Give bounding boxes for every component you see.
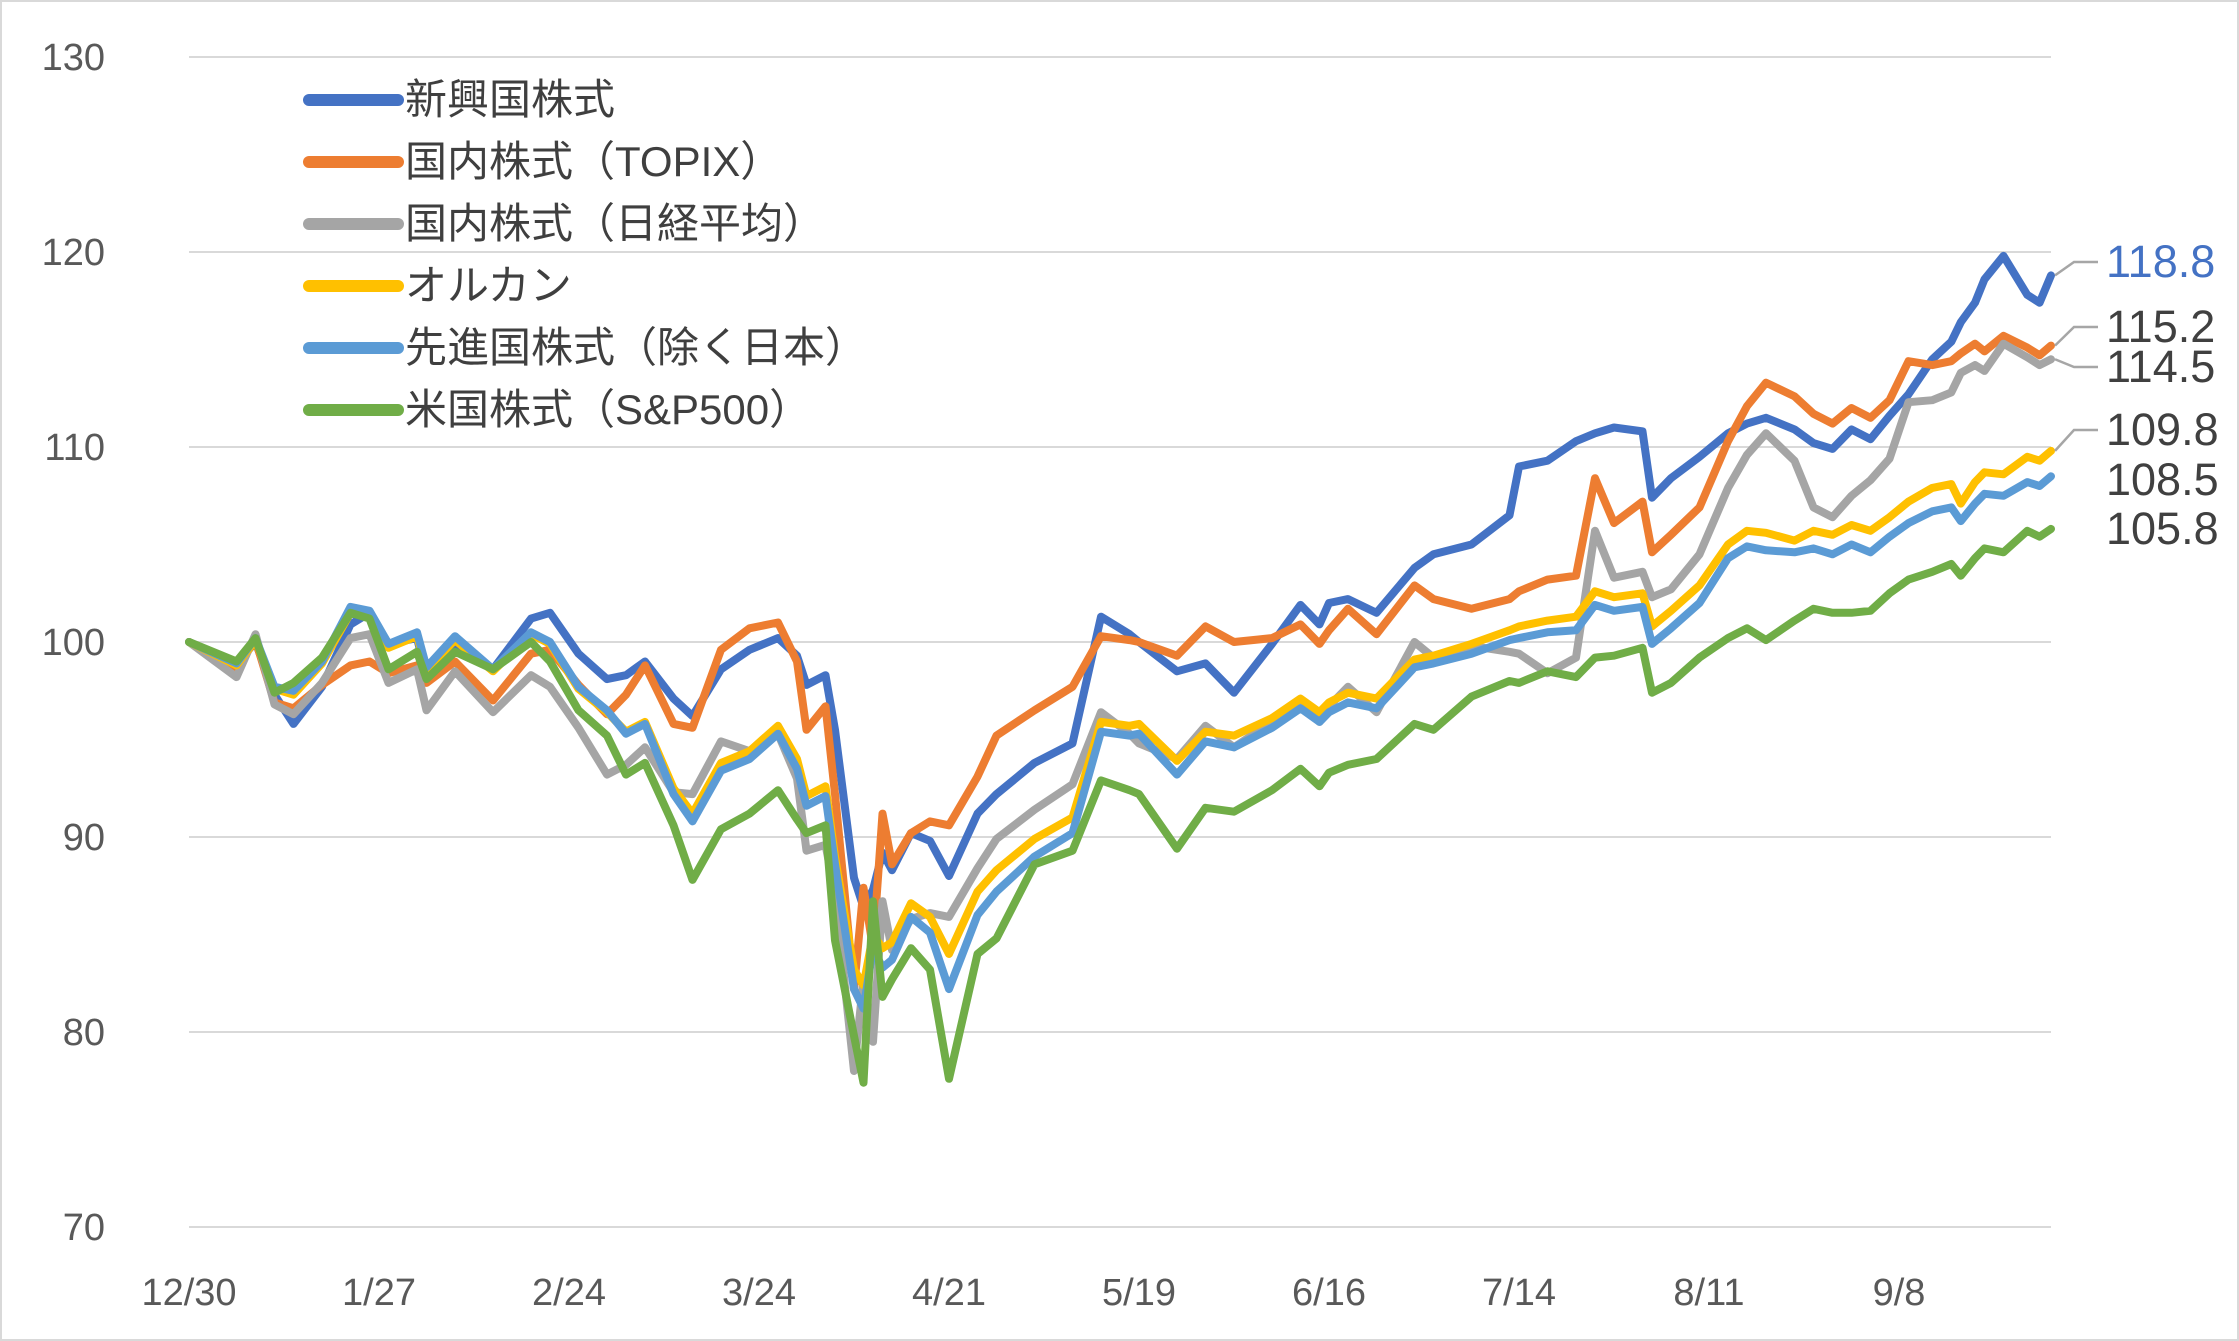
- end-value-label-nikkei: 114.5: [2106, 341, 2215, 392]
- series-line-sp500: [185, 524, 2055, 1087]
- series-line-nikkei: [185, 339, 2055, 1075]
- series-line-developed-ex-japan: [185, 472, 2055, 1013]
- x-axis-label: 7/14: [1482, 1272, 1556, 1314]
- x-axis-label: 4/21: [912, 1272, 986, 1314]
- end-label-leader-nikkei: [2054, 358, 2098, 369]
- y-axis-label: 120: [42, 232, 105, 274]
- y-axis-label: 90: [63, 817, 105, 859]
- y-axis-label: 100: [42, 622, 105, 664]
- x-axis-label: 3/24: [722, 1272, 796, 1314]
- x-axis-label: 1/27: [342, 1272, 416, 1314]
- series-line-all-country: [185, 446, 2055, 990]
- end-value-label-developed-ex-japan: 108.5: [2106, 454, 2219, 505]
- y-axis-label: 110: [44, 427, 105, 469]
- series-line-topix: [185, 331, 2055, 994]
- end-value-label-sp500: 105.8: [2106, 503, 2219, 554]
- legend-label-emerging-stocks: 新興国株式: [405, 76, 615, 123]
- end-value-label-topix: 115.2: [2106, 301, 2215, 352]
- x-axis-label: 2/24: [532, 1272, 606, 1314]
- x-axis-label: 12/30: [141, 1272, 236, 1314]
- end-label-leader-all-country: [2054, 428, 2098, 452]
- legend-label-sp500: 米国株式（S&P500）: [405, 386, 811, 433]
- end-value-label-all-country: 109.8: [2106, 404, 2219, 455]
- end-value-label-emerging-stocks: 118.8: [2106, 236, 2215, 287]
- end-label-leader-topix: [2054, 325, 2098, 347]
- y-axis-label: 80: [63, 1012, 105, 1054]
- x-axis-label: 9/8: [1873, 1272, 1926, 1314]
- legend-label-all-country: オルカン: [405, 262, 572, 309]
- x-axis-label: 5/19: [1102, 1272, 1176, 1314]
- y-axis-label: 70: [63, 1207, 105, 1249]
- legend-label-nikkei: 国内株式（日経平均）: [405, 200, 825, 247]
- x-axis-label: 6/16: [1292, 1272, 1366, 1314]
- legend-label-topix: 国内株式（TOPIX）: [405, 138, 782, 185]
- legend-label-developed-ex-japan: 先進国株式（除く日本）: [405, 324, 867, 371]
- y-axis-label: 130: [42, 37, 105, 79]
- end-label-leader-emerging-stocks: [2054, 260, 2098, 277]
- x-axis-label: 8/11: [1673, 1272, 1744, 1314]
